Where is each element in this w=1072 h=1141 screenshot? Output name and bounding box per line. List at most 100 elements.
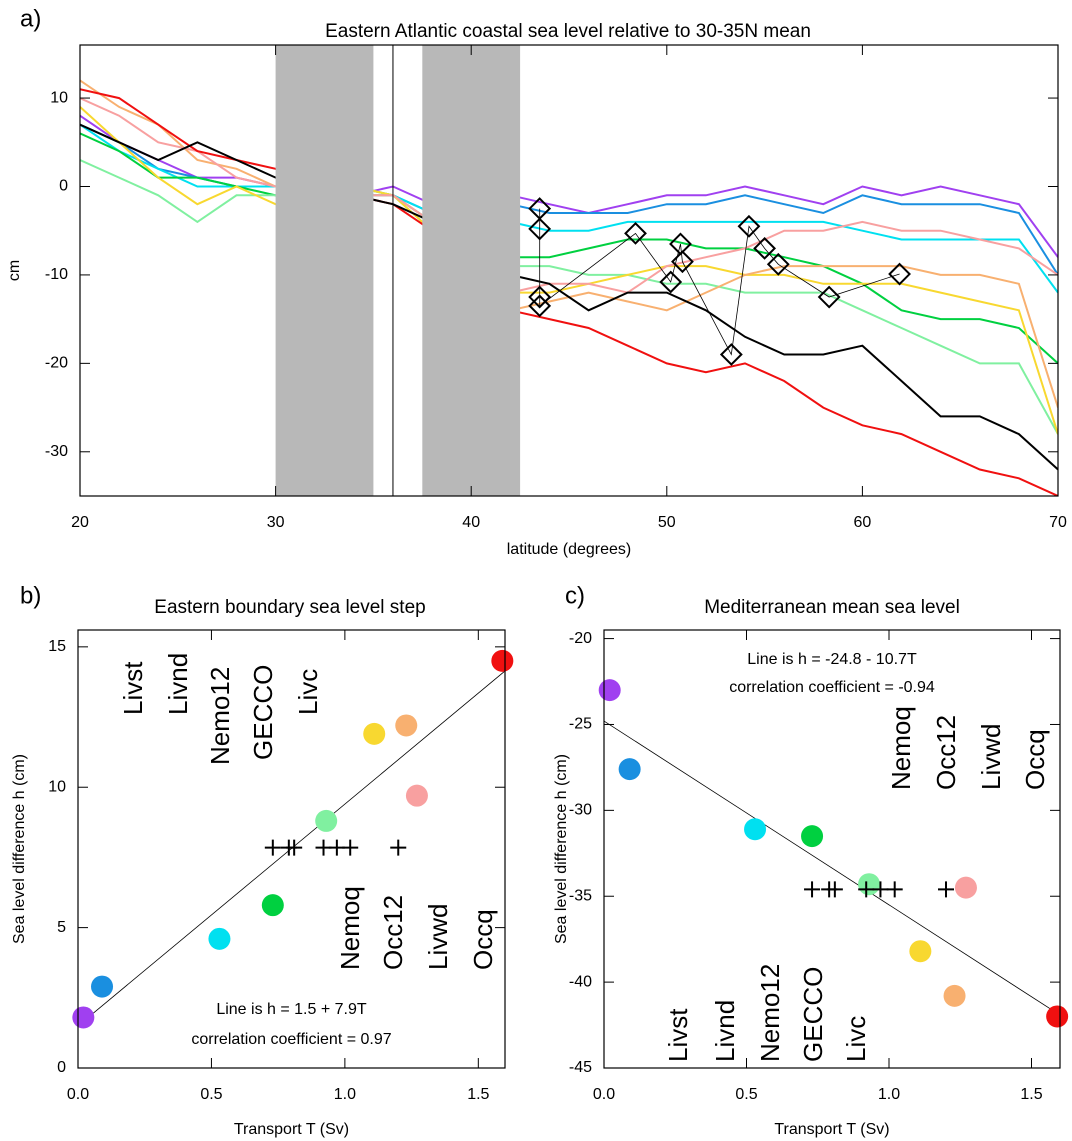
x-tick-label: 0.0 (593, 1086, 615, 1103)
series-label: Livwd (976, 724, 1006, 790)
x-tick-label: 0.0 (67, 1086, 89, 1103)
y-tick-label: 5 (57, 919, 66, 936)
series-label: GECCO (798, 967, 828, 1062)
series-label: Livst (118, 661, 148, 715)
diamond-marker (766, 252, 790, 276)
x-tick-label: 50 (658, 514, 676, 531)
diamond-marker (753, 236, 777, 260)
cross-marker (390, 839, 407, 856)
series-line (80, 106, 1058, 435)
shaded-region (422, 45, 521, 496)
cross-marker (872, 881, 889, 898)
y-tick-label: 10 (48, 778, 66, 795)
series-line (80, 88, 1058, 496)
annotation: correlation coefficient = -0.94 (729, 679, 935, 696)
series-label: Livc (293, 669, 323, 715)
x-tick-label: 20 (71, 514, 89, 531)
point (208, 927, 231, 950)
series-label: Nemoq (335, 886, 365, 970)
y-tick-label: -25 (569, 716, 592, 733)
x-axis-label: latitude (degrees) (507, 541, 632, 558)
x-tick-label: 40 (462, 514, 480, 531)
x-tick-label: 70 (1049, 514, 1067, 531)
y-tick-label: 15 (48, 638, 66, 655)
diamond-marker (528, 217, 552, 241)
point (405, 784, 428, 807)
y-tick-label: -10 (45, 266, 68, 283)
panel: b) Eastern boundary sea level step Transpo… (11, 582, 514, 1138)
y-tick-label: 0 (57, 1059, 66, 1076)
cross-marker (315, 839, 332, 856)
axis-frame (77, 629, 506, 1069)
annotation: Line is h = 1.5 + 7.9T (216, 1001, 367, 1018)
panel-label: b) (20, 582, 41, 609)
diamond-marker (659, 270, 683, 294)
diamond-marker (671, 250, 694, 274)
point (315, 809, 338, 832)
series-line (80, 159, 1058, 435)
point (943, 984, 966, 1007)
series-label: Livc (841, 1016, 871, 1062)
cross-marker (858, 881, 875, 898)
point (261, 894, 284, 917)
series-label: Occ12 (378, 895, 408, 970)
point (618, 758, 641, 781)
y-axis-label: Sea level difference h (cm) (553, 754, 570, 944)
series-label: Livnd (710, 1000, 740, 1062)
y-tick-label: -40 (569, 973, 592, 990)
point (909, 940, 932, 963)
series-line (80, 123, 1058, 471)
series-label: GECCO (248, 665, 278, 760)
cross-marker (826, 881, 843, 898)
panel: a) Eastern Atlantic coastal sea level rel… (6, 5, 1067, 558)
x-tick-label: 1.0 (334, 1086, 356, 1103)
plot-area (604, 720, 1060, 1016)
point (1046, 1005, 1069, 1028)
series-label: Livnd (163, 653, 193, 715)
cross-marker (804, 881, 821, 898)
plot-area (80, 45, 1058, 496)
chart-title: Mediterranean mean sea level (704, 597, 960, 618)
point (363, 722, 386, 745)
series-line (80, 79, 1058, 408)
y-tick-label: 10 (50, 89, 68, 106)
diamond-marker (817, 285, 841, 309)
point (744, 818, 767, 841)
y-tick-label: -30 (569, 802, 592, 819)
diamond-marker (719, 343, 743, 366)
point (598, 679, 621, 702)
x-tick-label: 1.5 (467, 1086, 489, 1103)
fit-line (604, 720, 1060, 1016)
series-label: Occ12 (931, 715, 961, 790)
panel: c) Mediterranean mean sea level Transport … (553, 582, 1069, 1138)
annotation: correlation coefficient = 0.97 (191, 1031, 391, 1048)
series-label: Occq (468, 909, 498, 970)
y-tick-label: -35 (569, 887, 592, 904)
y-axis-label: Sea level difference h (cm) (11, 754, 28, 944)
series-label: Nemoq (886, 706, 916, 790)
y-tick-label: -20 (569, 630, 592, 647)
x-tick-label: 0.5 (735, 1086, 757, 1103)
cross-marker (328, 839, 345, 856)
x-tick-label: 30 (267, 514, 285, 531)
point (801, 825, 824, 848)
diamond-marker (624, 221, 647, 245)
cross-marker (886, 881, 903, 898)
x-tick-label: 1.5 (1020, 1086, 1042, 1103)
panel-label: c) (565, 582, 585, 609)
y-tick-label: -30 (45, 443, 68, 460)
diamond-marker (528, 294, 552, 318)
x-axis-label: Transport T (Sv) (234, 1121, 349, 1138)
series-label: Livst (663, 1008, 693, 1062)
y-axis-label: cm (6, 260, 23, 281)
series-label: Occq (1020, 729, 1050, 790)
cross-marker (342, 839, 359, 856)
series-label: Nemo12 (205, 667, 235, 765)
chart-title: Eastern Atlantic coastal sea level relat… (325, 21, 811, 42)
series-line (80, 132, 1058, 365)
series-label: Livwd (423, 904, 453, 970)
y-tick-label: -20 (45, 355, 68, 372)
diamond-marker (737, 214, 761, 238)
x-tick-label: 0.5 (200, 1086, 222, 1103)
